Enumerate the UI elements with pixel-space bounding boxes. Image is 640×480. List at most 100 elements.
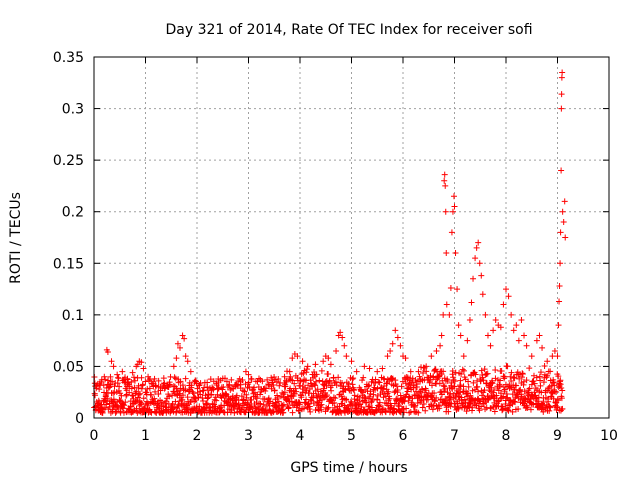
band-point	[447, 396, 454, 403]
band-point	[327, 396, 334, 403]
band-point	[409, 379, 416, 386]
data-point	[558, 74, 565, 81]
band-point	[145, 377, 152, 384]
y-tick-label: 0.25	[53, 153, 84, 169]
band-point	[416, 373, 423, 380]
data-point	[182, 353, 189, 360]
band-point	[214, 391, 221, 398]
band-point	[509, 408, 516, 415]
data-point	[437, 342, 444, 349]
band-point	[430, 374, 437, 381]
band-point	[432, 366, 439, 373]
band-point	[535, 394, 542, 401]
data-point	[348, 358, 355, 365]
band-point	[204, 395, 211, 402]
band-point	[523, 404, 530, 411]
data-point	[454, 286, 461, 293]
data-point	[138, 359, 145, 366]
band-point	[330, 374, 337, 381]
data-point	[181, 335, 188, 342]
x-tick-label: 6	[399, 428, 408, 444]
data-point	[173, 355, 180, 362]
band-point	[442, 385, 449, 392]
band-point	[397, 392, 404, 399]
band-point	[451, 378, 458, 385]
band-point	[479, 392, 486, 399]
band-point	[264, 376, 271, 383]
data-point	[423, 363, 430, 370]
band-point	[257, 391, 264, 398]
band-point	[296, 401, 303, 408]
data-point	[448, 229, 455, 236]
data-point	[248, 375, 255, 382]
band-point	[313, 378, 320, 385]
data-point	[184, 358, 191, 365]
band-point	[238, 393, 245, 400]
band-point	[436, 405, 443, 412]
band-point	[313, 371, 320, 378]
data-point	[114, 371, 121, 378]
data-point	[134, 361, 141, 368]
band-point	[527, 406, 534, 413]
band-point	[360, 374, 367, 381]
band-point	[243, 394, 250, 401]
band-point	[545, 398, 552, 405]
band-point	[547, 368, 554, 375]
band-point	[289, 409, 296, 416]
band-point	[554, 403, 561, 410]
band-point	[335, 374, 342, 381]
band-point	[287, 385, 294, 392]
band-point	[508, 369, 515, 376]
band-point	[193, 405, 200, 412]
band-point	[406, 394, 413, 401]
band-point	[528, 381, 535, 388]
band-point	[421, 364, 428, 371]
data-point	[449, 208, 456, 215]
band-point	[127, 403, 134, 410]
band-point	[451, 383, 458, 390]
data-point	[339, 334, 346, 341]
band-point	[462, 399, 469, 406]
data-point	[145, 373, 152, 380]
data-point	[397, 342, 404, 349]
data-point	[505, 293, 512, 300]
band-point	[546, 403, 553, 410]
band-point	[475, 388, 482, 395]
data-point	[320, 358, 327, 365]
band-point	[446, 393, 453, 400]
band-point	[115, 375, 122, 382]
band-point	[385, 388, 392, 395]
band-point	[231, 409, 238, 416]
data-point	[443, 301, 450, 308]
band-point	[259, 378, 266, 385]
band-point	[432, 398, 439, 405]
data-point	[503, 286, 509, 293]
data-point	[558, 167, 565, 174]
band-point	[121, 402, 128, 409]
band-point	[447, 390, 454, 397]
band-point	[135, 391, 142, 398]
band-point	[101, 404, 108, 411]
band-point	[419, 404, 426, 411]
data-point	[312, 361, 319, 368]
band-point	[376, 379, 383, 386]
band-point	[507, 373, 514, 380]
data-point	[325, 355, 332, 362]
band-point	[438, 371, 445, 378]
band-point	[173, 408, 180, 415]
data-point	[490, 327, 497, 334]
data-point	[558, 91, 565, 98]
data-point	[379, 365, 386, 372]
band-point	[197, 391, 204, 398]
band-point	[364, 409, 371, 416]
band-point	[302, 384, 309, 391]
data-point	[165, 384, 172, 391]
band-point	[492, 366, 499, 373]
band-point	[228, 376, 235, 383]
band-point	[415, 409, 422, 416]
band-point	[184, 405, 191, 412]
x-tick-label: 9	[553, 428, 562, 444]
band-point	[347, 398, 354, 405]
band-point	[326, 377, 333, 384]
band-point	[155, 377, 162, 384]
